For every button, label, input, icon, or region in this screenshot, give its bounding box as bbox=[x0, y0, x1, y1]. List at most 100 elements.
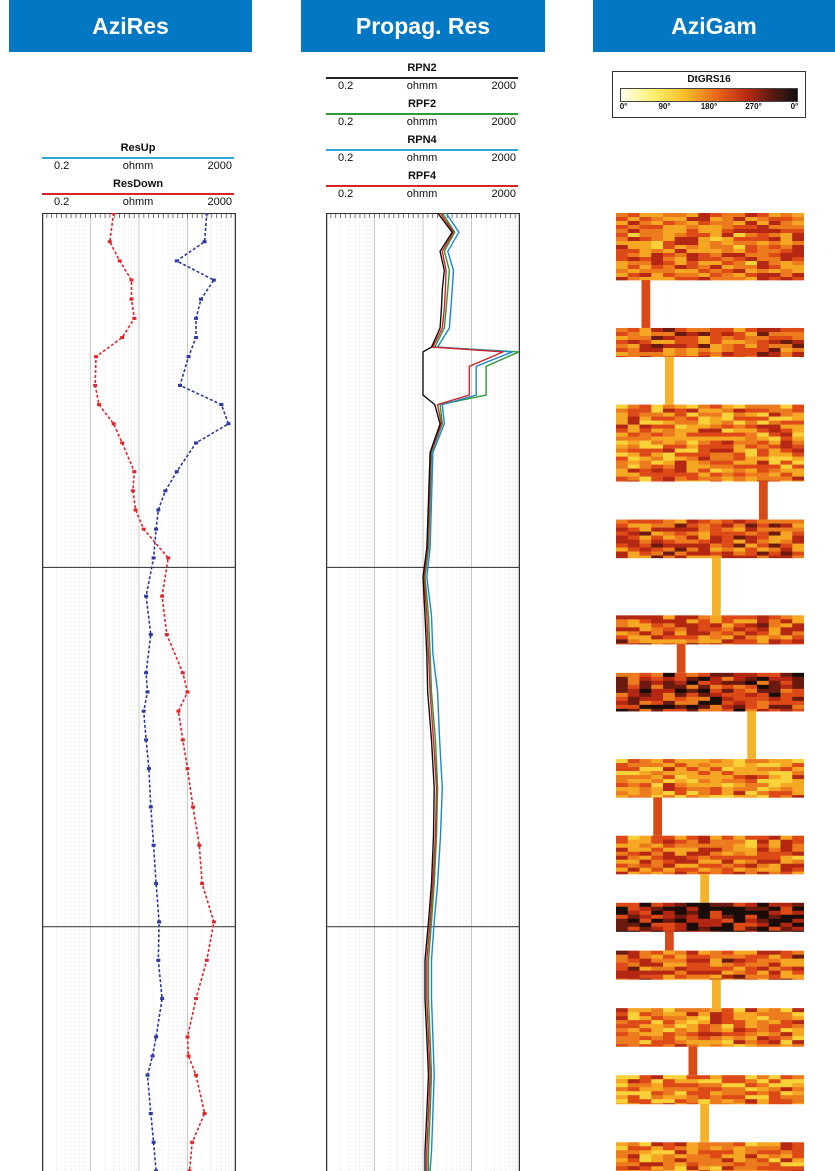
heatmap-cell bbox=[627, 1103, 640, 1105]
heatmap-cell bbox=[780, 692, 793, 698]
heatmap-cell bbox=[616, 257, 629, 262]
heatmap-cell bbox=[616, 404, 629, 409]
heatmap-cell bbox=[674, 958, 687, 963]
heatmap-cell bbox=[792, 843, 804, 848]
rpn4-unit: ohmm bbox=[406, 152, 438, 164]
heatmap-streak bbox=[653, 797, 662, 836]
heatmap-cell bbox=[710, 863, 723, 868]
heatmap-cell bbox=[780, 273, 793, 278]
heatmap-cell bbox=[616, 261, 629, 266]
heatmap-cell bbox=[768, 700, 781, 706]
heatmap-cell bbox=[686, 791, 699, 796]
heatmap-cell bbox=[674, 623, 687, 628]
heatmap-cell bbox=[745, 615, 758, 620]
heatmap-cell bbox=[698, 767, 711, 772]
heatmap-cell bbox=[616, 523, 629, 528]
heatmap-cell bbox=[616, 237, 629, 242]
heatmap-cell bbox=[651, 1166, 664, 1171]
heatmap-cell bbox=[745, 847, 758, 852]
heatmap-cell bbox=[710, 619, 723, 624]
heatmap-cell bbox=[627, 615, 640, 620]
heatmap-cell bbox=[639, 771, 652, 776]
legend-tick: 0° bbox=[619, 102, 628, 111]
heatmap-cell bbox=[674, 432, 687, 437]
heatmap-cell bbox=[757, 863, 770, 868]
heatmap-cell bbox=[651, 688, 664, 694]
heatmap-cell bbox=[698, 444, 711, 449]
heatmap-cell bbox=[757, 1032, 770, 1037]
heatmap-cell bbox=[674, 448, 687, 453]
heatmap-cell bbox=[674, 452, 687, 457]
heatmap-cell bbox=[698, 902, 711, 908]
heatmap-cell bbox=[721, 213, 734, 218]
heatmap-cell bbox=[780, 456, 793, 461]
heatmap-cell bbox=[768, 440, 781, 445]
heatmap-cell bbox=[745, 1008, 758, 1013]
heatmap-cell bbox=[721, 1024, 734, 1029]
heatmap-cell bbox=[616, 696, 629, 702]
heatmap-cell bbox=[710, 229, 723, 234]
heatmap-cell bbox=[768, 619, 781, 624]
heatmap-cell bbox=[663, 519, 676, 524]
heatmap-cell bbox=[768, 1016, 781, 1021]
heatmap-cell bbox=[792, 404, 804, 409]
heatmap-cell bbox=[780, 1146, 793, 1151]
heatmap-cell bbox=[757, 1146, 770, 1151]
heatmap-cell bbox=[745, 930, 758, 932]
heatmap-cell bbox=[710, 1079, 723, 1084]
heatmap-cell bbox=[686, 543, 699, 548]
heatmap-cell bbox=[733, 331, 746, 337]
aziRes-track bbox=[42, 213, 236, 1171]
heatmap-cell bbox=[663, 555, 676, 559]
heatmap-cell bbox=[627, 1020, 640, 1025]
heatmap-cell bbox=[663, 448, 676, 453]
heatmap-cell bbox=[627, 265, 640, 270]
heatmap-cell bbox=[627, 1091, 640, 1096]
heatmap-cell bbox=[768, 871, 781, 875]
data-point bbox=[164, 633, 169, 637]
heatmap-cell bbox=[698, 335, 711, 341]
heatmap-cell bbox=[616, 851, 629, 856]
heatmap-cell bbox=[663, 444, 676, 449]
heatmap-cell bbox=[616, 680, 629, 686]
series-rpn2-line bbox=[422, 213, 454, 1171]
heatmap-cell bbox=[663, 460, 676, 465]
heatmap-cell bbox=[674, 444, 687, 449]
heatmap-cell bbox=[674, 1028, 687, 1033]
heatmap-cell bbox=[686, 676, 699, 682]
heatmap-cell bbox=[639, 635, 652, 640]
heatmap-cell bbox=[792, 257, 804, 262]
heatmap-cell bbox=[721, 619, 734, 624]
heatmap-cell bbox=[663, 619, 676, 624]
heatmap-cell bbox=[686, 1087, 699, 1092]
heatmap-cell bbox=[698, 684, 711, 690]
heatmap-cell bbox=[745, 639, 758, 644]
heatmap-cell bbox=[780, 1103, 793, 1105]
heatmap-cell bbox=[768, 1166, 781, 1171]
heatmap-cell bbox=[733, 1142, 746, 1147]
heatmap-cell bbox=[627, 241, 640, 246]
heatmap-cell bbox=[627, 791, 640, 796]
heatmap-cell bbox=[674, 1154, 687, 1159]
heatmap-cell bbox=[616, 902, 629, 908]
heatmap-cell bbox=[627, 480, 640, 482]
heatmap-cell bbox=[733, 237, 746, 242]
data-point bbox=[151, 556, 156, 560]
heatmap-cell bbox=[721, 551, 734, 556]
heatmap-cell bbox=[792, 229, 804, 234]
heatmap-cell bbox=[733, 1016, 746, 1021]
heatmap-cell bbox=[792, 867, 804, 872]
heatmap-cell bbox=[710, 783, 723, 788]
heatmap-cell bbox=[710, 839, 723, 844]
heatmap-cell bbox=[733, 619, 746, 624]
heatmap-cell bbox=[768, 1079, 781, 1084]
heatmap-cell bbox=[663, 476, 676, 481]
heatmap-cell bbox=[792, 966, 804, 971]
heatmap-cell bbox=[698, 855, 711, 860]
heatmap-cell bbox=[627, 635, 640, 640]
heatmap-cell bbox=[639, 914, 652, 920]
heatmap-cell bbox=[745, 464, 758, 469]
azigam-legend: DtGRS16 0° 90° 180° 270° 0° bbox=[612, 71, 806, 118]
heatmap-cell bbox=[757, 1091, 770, 1096]
heatmap-cell bbox=[745, 245, 758, 250]
